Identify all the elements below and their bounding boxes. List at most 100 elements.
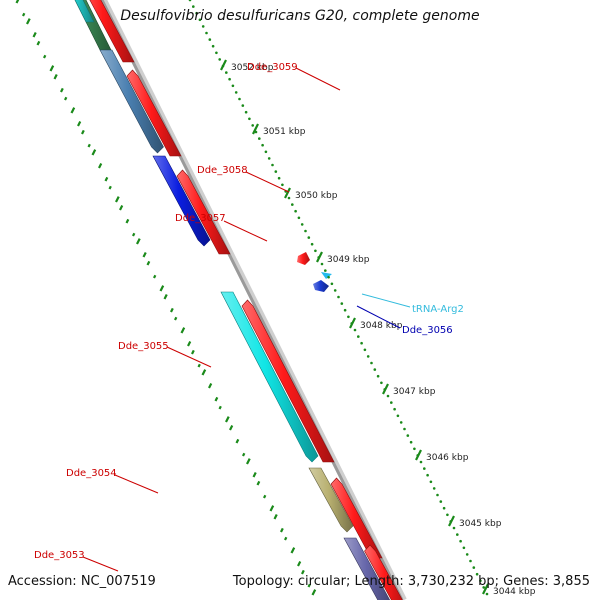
scale-dot bbox=[261, 143, 264, 147]
gc-tick bbox=[252, 472, 257, 478]
scale-dot bbox=[287, 196, 291, 200]
scale-dot bbox=[390, 401, 393, 404]
scale-dot bbox=[188, 0, 192, 2]
scale-dot bbox=[439, 500, 443, 503]
gc-tick bbox=[91, 149, 97, 156]
scale-dot bbox=[426, 473, 429, 477]
scale-dot bbox=[201, 25, 205, 28]
gene-band-forward[interactable] bbox=[241, 299, 335, 463]
scale-dot bbox=[241, 104, 245, 107]
scale-dot bbox=[429, 480, 433, 484]
scale-dot bbox=[238, 97, 241, 101]
scale-dot bbox=[281, 183, 284, 187]
scale-dot bbox=[413, 447, 416, 451]
scale-dot bbox=[472, 566, 476, 569]
kbp-tick-mark bbox=[220, 59, 227, 71]
gc-tick bbox=[235, 438, 240, 444]
gene-band-dde3058[interactable] bbox=[152, 155, 211, 247]
kbp-tick-mark bbox=[316, 251, 323, 263]
gc-tick bbox=[229, 425, 234, 431]
gc-tick bbox=[170, 307, 174, 313]
gc-tick bbox=[297, 561, 302, 567]
gc-tick bbox=[214, 396, 219, 402]
scale-dot bbox=[465, 553, 469, 556]
scale-dot bbox=[366, 355, 370, 358]
gc-tick bbox=[146, 260, 151, 266]
gene-label[interactable]: Dde_3055 bbox=[118, 341, 169, 352]
kbp-tick-label: 3050 kbp bbox=[295, 191, 338, 201]
gene-band-dde3057[interactable] bbox=[297, 252, 310, 265]
scale-dot bbox=[231, 84, 235, 88]
gene-label[interactable]: Dde_3058 bbox=[197, 165, 248, 176]
gene-band-forward[interactable] bbox=[364, 544, 410, 600]
gene-label[interactable]: Dde_3056 bbox=[402, 325, 453, 336]
scale-dot bbox=[343, 308, 347, 312]
gene-band-forward[interactable] bbox=[176, 169, 231, 255]
gc-tick bbox=[218, 405, 222, 410]
kbp-tick-label: 3051 kbp bbox=[263, 127, 306, 137]
gc-tick bbox=[159, 285, 165, 292]
scale-dot bbox=[456, 533, 459, 536]
gene-band-forward[interactable] bbox=[126, 69, 182, 157]
gene-label[interactable]: Dde_3053 bbox=[34, 550, 85, 561]
kbp-tick-mark bbox=[284, 187, 291, 199]
gene-band-dde3056[interactable] bbox=[313, 280, 329, 292]
scale-dot bbox=[304, 229, 307, 233]
gene-band-forward[interactable] bbox=[77, 0, 135, 63]
gene-label[interactable]: tRNA-Arg2 bbox=[412, 304, 464, 315]
gene-band-dde3055[interactable] bbox=[220, 291, 319, 463]
scale-dot bbox=[208, 38, 212, 41]
scale-dot bbox=[482, 586, 486, 589]
gc-tick bbox=[201, 369, 207, 376]
scale-dot bbox=[215, 51, 218, 55]
scale-dot bbox=[423, 467, 426, 470]
gene-label[interactable]: Dde_3059 bbox=[247, 62, 298, 73]
scale-dot bbox=[376, 374, 380, 378]
scale-dot bbox=[248, 117, 251, 121]
gene-band-dde3059[interactable] bbox=[99, 49, 164, 154]
scale-dot bbox=[363, 348, 367, 352]
gc-tick bbox=[81, 129, 85, 135]
kbp-tick-label: 3049 kbp bbox=[327, 255, 370, 265]
scale-dot bbox=[380, 381, 383, 385]
scale-dot bbox=[314, 249, 317, 253]
scale-dot bbox=[225, 71, 228, 74]
gene-band-dde3054[interactable] bbox=[308, 467, 354, 533]
gc-skew-tick-track bbox=[15, 0, 317, 596]
kbp-scale-track: 3052 kbp 3051 kbp 3050 kbp 3049 kbp 3048 kbp… bbox=[188, 0, 536, 597]
scale-dot bbox=[274, 170, 278, 173]
gene-band-dde3053[interactable] bbox=[343, 537, 393, 600]
gc-tick bbox=[119, 205, 124, 211]
map-title: Desulfovibrio desulfuricans G20, complet… bbox=[120, 8, 480, 24]
scale-dot bbox=[373, 368, 377, 371]
gc-tick bbox=[142, 252, 147, 258]
kbp-tick-label: 3048 kbp bbox=[360, 321, 403, 331]
gc-tick bbox=[60, 87, 64, 93]
scale-dot bbox=[307, 236, 311, 239]
kbp-tick-label: 3046 kbp bbox=[426, 453, 469, 463]
label-leader-line bbox=[166, 346, 212, 368]
scale-dot bbox=[258, 137, 261, 140]
scale-dot bbox=[218, 58, 221, 61]
gc-tick bbox=[104, 176, 109, 182]
gc-tick bbox=[263, 494, 267, 499]
kbp-tick-mark bbox=[448, 515, 455, 527]
gene-label[interactable]: Dde_3054 bbox=[66, 468, 117, 479]
scale-dot bbox=[300, 223, 304, 226]
gc-tick bbox=[174, 316, 178, 321]
kbp-tick-label: 3044 kbp bbox=[493, 587, 536, 597]
scale-dot bbox=[264, 150, 268, 154]
kbp-tick-label: 3052 kbp bbox=[231, 63, 274, 73]
label-leader-line bbox=[295, 67, 341, 91]
gc-tick bbox=[153, 274, 157, 279]
backbone-shadow bbox=[100, 0, 407, 600]
gene-band-trna-arg2[interactable] bbox=[321, 272, 332, 279]
scale-dot bbox=[357, 335, 360, 338]
kbp-tick-label: 3047 kbp bbox=[393, 387, 436, 397]
scale-dot bbox=[211, 44, 215, 48]
gene-label[interactable]: Dde_3057 bbox=[175, 213, 226, 224]
gene-feature-track bbox=[60, 0, 410, 600]
gene-band-reverse[interactable] bbox=[60, 0, 95, 23]
gc-tick bbox=[70, 107, 76, 114]
kbp-tick-label: 3045 kbp bbox=[459, 519, 502, 529]
